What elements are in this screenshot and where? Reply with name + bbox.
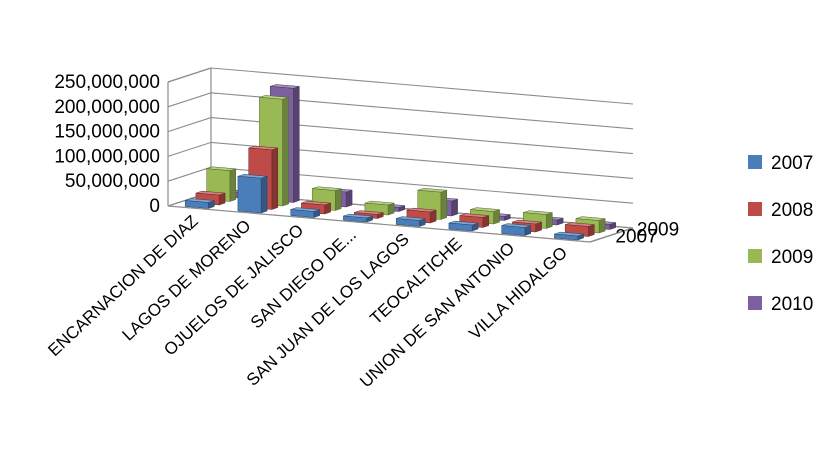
y-tick-label: 0 bbox=[149, 196, 160, 217]
depth-tick-label: 2009 bbox=[637, 219, 679, 240]
bar-front bbox=[290, 209, 315, 218]
gridline bbox=[167, 92, 634, 130]
bar-side bbox=[229, 168, 237, 202]
bar-side bbox=[335, 188, 342, 211]
bar-front bbox=[184, 200, 209, 209]
category-label: VILLA HIDALGO bbox=[465, 243, 571, 343]
gridline bbox=[167, 117, 634, 155]
bar-2007-6 bbox=[501, 223, 532, 236]
bar-2007-5 bbox=[448, 220, 479, 232]
legend-swatch bbox=[748, 155, 762, 169]
bar-2007-1 bbox=[237, 174, 268, 214]
bar-side bbox=[451, 198, 458, 217]
legend-label: 2008 bbox=[771, 200, 813, 221]
gridline bbox=[167, 141, 634, 179]
y-tick-label: 100,000,000 bbox=[54, 146, 160, 167]
bar-front bbox=[343, 215, 367, 223]
y-tick-label: 50,000,000 bbox=[65, 171, 160, 192]
depth-tick-label: 2007 bbox=[615, 226, 657, 247]
bar-front bbox=[395, 218, 420, 227]
bar-side bbox=[271, 147, 279, 210]
y-tick-label: 150,000,000 bbox=[54, 122, 160, 143]
chart-walls bbox=[167, 67, 634, 243]
legend-swatch bbox=[748, 202, 762, 216]
bar-front bbox=[448, 222, 473, 232]
legend-label: 2010 bbox=[771, 294, 813, 315]
bar-side bbox=[282, 97, 289, 207]
y-tick-label: 200,000,000 bbox=[54, 97, 160, 118]
bar-side bbox=[440, 189, 448, 220]
y-tick-label: 250,000,000 bbox=[54, 72, 160, 93]
bar-side bbox=[493, 209, 500, 225]
legend-label: 2007 bbox=[771, 153, 813, 174]
bar-side bbox=[260, 175, 268, 214]
bar-2007-2 bbox=[290, 207, 321, 218]
bar-side bbox=[429, 209, 437, 224]
bar-side bbox=[345, 189, 353, 208]
bar-2007-3 bbox=[343, 213, 373, 223]
bar-2007-0 bbox=[184, 198, 215, 209]
legend: 2007 2008 2009 2010 bbox=[748, 153, 813, 315]
bar-2007-7 bbox=[554, 231, 584, 241]
bar-2007-4 bbox=[395, 216, 426, 227]
bar-front bbox=[237, 176, 262, 214]
bar-side bbox=[598, 218, 606, 234]
gridline bbox=[167, 67, 634, 105]
depth-axis-line bbox=[589, 227, 634, 243]
bar-side bbox=[293, 86, 300, 203]
bar-front bbox=[501, 225, 526, 236]
legend-swatch bbox=[748, 296, 762, 310]
legend-label: 2009 bbox=[771, 247, 813, 268]
bar-side bbox=[546, 212, 553, 229]
bars bbox=[184, 84, 617, 241]
bar-front bbox=[554, 233, 578, 241]
legend-swatch bbox=[748, 249, 762, 263]
category-label: SAN DIEGO DE... bbox=[247, 225, 360, 332]
